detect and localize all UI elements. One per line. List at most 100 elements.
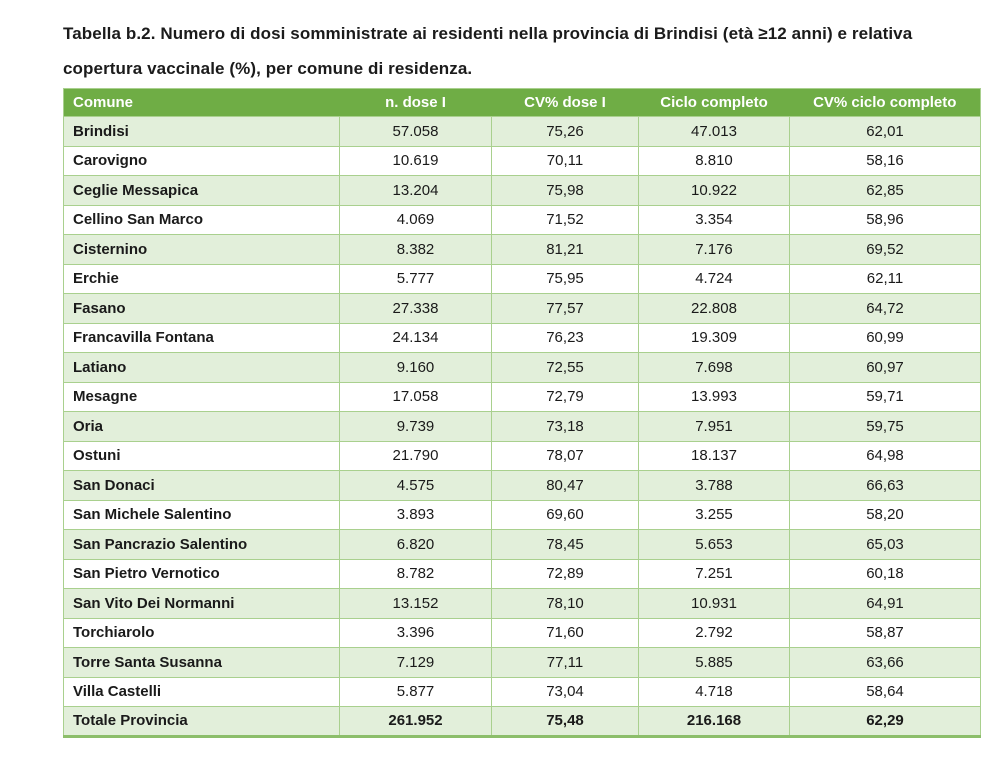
value-cell: 62,85 xyxy=(789,175,981,206)
value-cell: 69,52 xyxy=(789,234,981,265)
table-row: Oria 9.739 73,18 7.951 59,75 xyxy=(63,411,981,442)
value-cell: 58,64 xyxy=(789,676,981,707)
value-cell: 63,66 xyxy=(789,647,981,678)
value-cell: 17.058 xyxy=(339,381,492,412)
header-row: Comune n. dose I CV% dose I Ciclo completo C… xyxy=(63,88,981,117)
value-cell: 60,97 xyxy=(789,352,981,383)
comune-cell: Brindisi xyxy=(63,116,340,147)
column-header-cv-dose-i: CV% dose I xyxy=(491,88,639,117)
value-cell: 5.885 xyxy=(638,647,790,678)
column-header-comune: Comune xyxy=(63,88,340,117)
value-cell: 27.338 xyxy=(339,293,492,324)
column-header-cv-ciclo-completo: CV% ciclo completo xyxy=(789,88,981,117)
comune-cell: Ceglie Messapica xyxy=(63,175,340,206)
comune-cell: Cellino San Marco xyxy=(63,204,340,235)
value-cell: 73,18 xyxy=(491,411,639,442)
value-cell: 71,60 xyxy=(491,617,639,648)
value-cell: 13.993 xyxy=(638,381,790,412)
comune-cell: Mesagne xyxy=(63,381,340,412)
table-row: Francavilla Fontana 24.134 76,23 19.309 60,9… xyxy=(63,322,981,353)
comune-cell: Carovigno xyxy=(63,145,340,176)
value-cell: 21.790 xyxy=(339,440,492,471)
comune-cell: Torre Santa Susanna xyxy=(63,647,340,678)
table-row: Brindisi 57.058 75,26 47.013 62,01 xyxy=(63,116,981,147)
value-cell: 19.309 xyxy=(638,322,790,353)
comune-cell: San Donaci xyxy=(63,470,340,501)
value-cell: 216.168 xyxy=(638,706,790,737)
value-cell: 2.792 xyxy=(638,617,790,648)
table-row: San Donaci 4.575 80,47 3.788 66,63 xyxy=(63,470,981,501)
value-cell: 7.951 xyxy=(638,411,790,442)
column-header-n-dose-i: n. dose I xyxy=(339,88,492,117)
value-cell: 13.152 xyxy=(339,588,492,619)
value-cell: 71,52 xyxy=(491,204,639,235)
comune-cell: Villa Castelli xyxy=(63,676,340,707)
comune-cell: Cisternino xyxy=(63,234,340,265)
value-cell: 8.810 xyxy=(638,145,790,176)
table-row: San Pancrazio Salentino 6.820 78,45 5.653 65… xyxy=(63,529,981,560)
value-cell: 3.893 xyxy=(339,499,492,530)
value-cell: 64,72 xyxy=(789,293,981,324)
value-cell: 10.619 xyxy=(339,145,492,176)
value-cell: 5.653 xyxy=(638,529,790,560)
table-row: Latiano 9.160 72,55 7.698 60,97 xyxy=(63,352,981,383)
comune-cell: San Michele Salentino xyxy=(63,499,340,530)
value-cell: 4.718 xyxy=(638,676,790,707)
comune-cell: Ostuni xyxy=(63,440,340,471)
value-cell: 7.251 xyxy=(638,558,790,589)
value-cell: 3.255 xyxy=(638,499,790,530)
table-header: Comune n. dose I CV% dose I Ciclo completo C… xyxy=(63,88,981,117)
value-cell: 69,60 xyxy=(491,499,639,530)
value-cell: 3.396 xyxy=(339,617,492,648)
value-cell: 62,11 xyxy=(789,263,981,294)
value-cell: 77,57 xyxy=(491,293,639,324)
value-cell: 4.069 xyxy=(339,204,492,235)
value-cell: 77,11 xyxy=(491,647,639,678)
value-cell: 75,98 xyxy=(491,175,639,206)
value-cell: 58,20 xyxy=(789,499,981,530)
value-cell: 78,45 xyxy=(491,529,639,560)
comune-cell: San Pancrazio Salentino xyxy=(63,529,340,560)
value-cell: 60,18 xyxy=(789,558,981,589)
value-cell: 7.129 xyxy=(339,647,492,678)
value-cell: 78,10 xyxy=(491,588,639,619)
table-row: Cisternino 8.382 81,21 7.176 69,52 xyxy=(63,234,981,265)
table-row: Mesagne 17.058 72,79 13.993 59,71 xyxy=(63,381,981,412)
table-row: Fasano 27.338 77,57 22.808 64,72 xyxy=(63,293,981,324)
value-cell: 3.788 xyxy=(638,470,790,501)
table-row: Ceglie Messapica 13.204 75,98 10.922 62,85 xyxy=(63,175,981,206)
comune-cell: Fasano xyxy=(63,293,340,324)
value-cell: 3.354 xyxy=(638,204,790,235)
comune-cell: Oria xyxy=(63,411,340,442)
comune-cell: Latiano xyxy=(63,352,340,383)
value-cell: 80,47 xyxy=(491,470,639,501)
table-row: Cellino San Marco 4.069 71,52 3.354 58,96 xyxy=(63,204,981,235)
value-cell: 72,79 xyxy=(491,381,639,412)
value-cell: 13.204 xyxy=(339,175,492,206)
comune-cell: Torchiarolo xyxy=(63,617,340,648)
value-cell: 4.724 xyxy=(638,263,790,294)
value-cell: 6.820 xyxy=(339,529,492,560)
table-caption: Tabella b.2. Numero di dosi somministrat… xyxy=(63,24,913,78)
column-header-ciclo-completo: Ciclo completo xyxy=(638,88,790,117)
value-cell: 65,03 xyxy=(789,529,981,560)
value-cell: 58,87 xyxy=(789,617,981,648)
value-cell: 8.382 xyxy=(339,234,492,265)
value-cell: 75,26 xyxy=(491,116,639,147)
value-cell: 64,98 xyxy=(789,440,981,471)
value-cell: 76,23 xyxy=(491,322,639,353)
table-row: Torchiarolo 3.396 71,60 2.792 58,87 xyxy=(63,617,981,648)
value-cell: 73,04 xyxy=(491,676,639,707)
table-row: San Michele Salentino 3.893 69,60 3.255 58,2… xyxy=(63,499,981,530)
comune-cell: Erchie xyxy=(63,263,340,294)
value-cell: 78,07 xyxy=(491,440,639,471)
table-row: Carovigno 10.619 70,11 8.810 58,16 xyxy=(63,145,981,176)
value-cell: 64,91 xyxy=(789,588,981,619)
value-cell: 62,01 xyxy=(789,116,981,147)
value-cell: 75,95 xyxy=(491,263,639,294)
comune-cell: Totale Provincia xyxy=(63,706,340,737)
table-row: Erchie 5.777 75,95 4.724 62,11 xyxy=(63,263,981,294)
value-cell: 81,21 xyxy=(491,234,639,265)
value-cell: 58,96 xyxy=(789,204,981,235)
value-cell: 72,89 xyxy=(491,558,639,589)
